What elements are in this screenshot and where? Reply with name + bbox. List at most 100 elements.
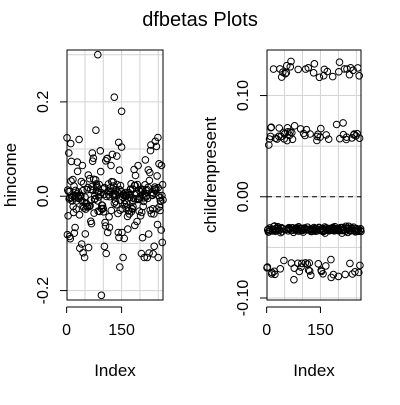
data-point (336, 134, 344, 143)
data-point (146, 168, 154, 177)
data-point (99, 204, 108, 213)
data-point (94, 197, 102, 205)
data-point (63, 186, 72, 194)
data-point (294, 65, 303, 74)
data-point (89, 154, 98, 162)
data-point (144, 230, 153, 238)
data-point (116, 181, 125, 190)
data-point (111, 197, 120, 206)
data-point (332, 120, 341, 129)
data-point (71, 223, 79, 232)
data-point (322, 262, 330, 270)
data-point (145, 176, 154, 185)
data-point (339, 119, 347, 127)
data-point (90, 209, 98, 217)
data-point (346, 64, 355, 72)
data-point (77, 240, 86, 248)
data-point (117, 143, 126, 151)
data-point (267, 123, 276, 131)
data-point (350, 130, 359, 138)
data-point (101, 218, 109, 227)
x-tick-label: 0 (62, 322, 71, 339)
data-point (90, 195, 99, 204)
data-point (310, 60, 319, 68)
data-point (136, 212, 145, 220)
data-point (88, 149, 97, 157)
data-point (322, 131, 331, 139)
data-point (114, 228, 123, 237)
data-point (70, 182, 78, 190)
data-point (301, 131, 309, 140)
data-point (113, 188, 122, 197)
data-point (110, 93, 119, 101)
data-point (301, 259, 310, 267)
data-point (147, 141, 155, 149)
data-point (328, 72, 337, 81)
data-point (286, 63, 295, 71)
data-point (131, 171, 140, 180)
data-point (148, 205, 157, 213)
data-point (135, 195, 144, 204)
data-point (309, 69, 318, 77)
data-point (307, 271, 315, 280)
data-point (315, 73, 324, 82)
data-point (84, 243, 93, 252)
data-point (131, 221, 139, 230)
data-point (105, 223, 114, 232)
data-point (101, 222, 110, 230)
data-point (81, 230, 90, 238)
data-point (356, 261, 364, 270)
x-axis-label: Index (293, 361, 335, 380)
data-point (150, 242, 158, 251)
data-point (151, 183, 159, 191)
data-point (157, 226, 165, 234)
data-point (152, 142, 161, 151)
data-point (329, 270, 338, 279)
data-point (158, 238, 167, 247)
data-point (275, 124, 284, 132)
data-point (283, 124, 292, 132)
data-point (117, 107, 126, 116)
data-point (133, 180, 142, 189)
data-point (153, 172, 161, 180)
data-point (298, 259, 306, 268)
data-point (108, 150, 117, 159)
data-point (141, 156, 150, 164)
data-point (87, 219, 96, 228)
data-point (269, 65, 278, 73)
data-point (69, 175, 77, 184)
data-point (314, 260, 323, 268)
data-point (319, 270, 327, 278)
data-point (73, 158, 82, 166)
data-point (327, 255, 335, 264)
data-point (138, 233, 147, 242)
data-point (109, 178, 117, 186)
data-point (281, 69, 290, 78)
data-point (157, 161, 166, 170)
data-point (334, 272, 343, 281)
hincome-panel: -0.2 0.0 0.2 0 150 Index hincome (1, 49, 167, 380)
data-point (88, 157, 97, 165)
data-point (120, 234, 128, 243)
data-point (151, 137, 160, 146)
data-point (282, 61, 291, 70)
y-axis-label: childrenpresent (201, 117, 220, 234)
data-point (154, 133, 162, 142)
data-point (149, 250, 157, 258)
data-point (140, 253, 149, 262)
data-point (67, 177, 75, 185)
data-point (76, 244, 84, 252)
x-axis: 0 150 (262, 306, 334, 339)
x-tick-label: 150 (108, 322, 135, 339)
data-point (97, 291, 106, 300)
data-point (100, 242, 109, 251)
data-point (105, 213, 113, 221)
data-point (73, 167, 82, 176)
data-point (112, 200, 121, 209)
data-point (70, 229, 79, 237)
data-point (65, 149, 73, 157)
data-point (122, 199, 131, 207)
y-tick-label: -0.2 (35, 277, 52, 305)
data-point (75, 211, 84, 219)
